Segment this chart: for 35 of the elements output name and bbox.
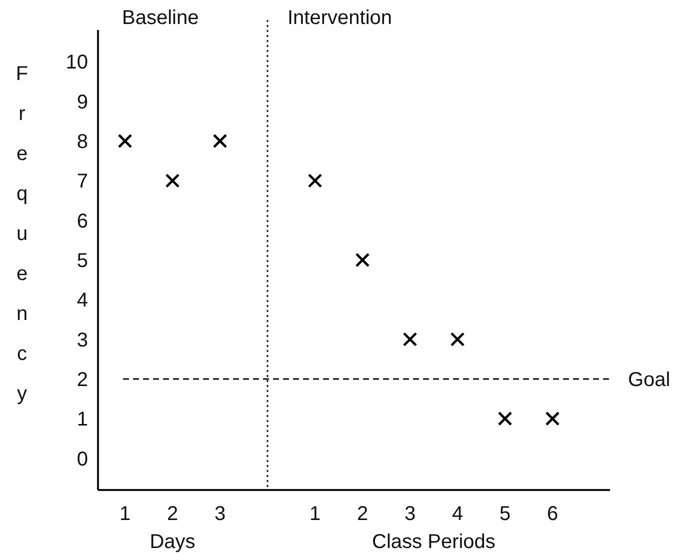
x-tick-label: 5 bbox=[499, 503, 511, 525]
point bbox=[402, 332, 418, 347]
point bbox=[212, 134, 228, 148]
y-tick-label: 4 bbox=[76, 290, 88, 312]
point bbox=[450, 332, 465, 347]
x-tick-label: 6 bbox=[546, 503, 558, 525]
y-tick-label: 1 bbox=[76, 408, 88, 431]
y-tick-label: 9 bbox=[76, 91, 88, 114]
y-tick-label: 0 bbox=[76, 448, 88, 470]
x-tick-label: 1 bbox=[119, 503, 131, 525]
y-tick-label: 7 bbox=[76, 170, 88, 193]
x-tick-label: 3 bbox=[404, 503, 416, 525]
point bbox=[355, 252, 370, 268]
x-tick-label: 4 bbox=[452, 503, 464, 525]
x-tick-label: 1 bbox=[309, 503, 321, 525]
text: Baseline bbox=[122, 7, 199, 29]
y-tick-label: 5 bbox=[76, 250, 88, 272]
point bbox=[308, 173, 322, 188]
point bbox=[118, 134, 132, 148]
point bbox=[498, 411, 512, 426]
text: Frequency bbox=[16, 63, 28, 405]
x-tick-label: 2 bbox=[166, 503, 178, 525]
x-tick-label: 3 bbox=[214, 503, 226, 525]
ref-line-label: Goal bbox=[628, 368, 670, 391]
text: Intervention bbox=[288, 7, 392, 29]
point bbox=[545, 411, 560, 426]
text: Days bbox=[150, 531, 196, 553]
y-tick-label: 2 bbox=[76, 368, 88, 391]
y-tick-label: 3 bbox=[76, 329, 88, 352]
y-tick-label: 10 bbox=[66, 52, 88, 74]
y-tick-label: 8 bbox=[76, 131, 88, 154]
text: Class Periods bbox=[372, 531, 496, 553]
point bbox=[165, 173, 180, 188]
y-tick-label: 6 bbox=[76, 210, 88, 232]
x-tick-label: 2 bbox=[356, 503, 368, 525]
